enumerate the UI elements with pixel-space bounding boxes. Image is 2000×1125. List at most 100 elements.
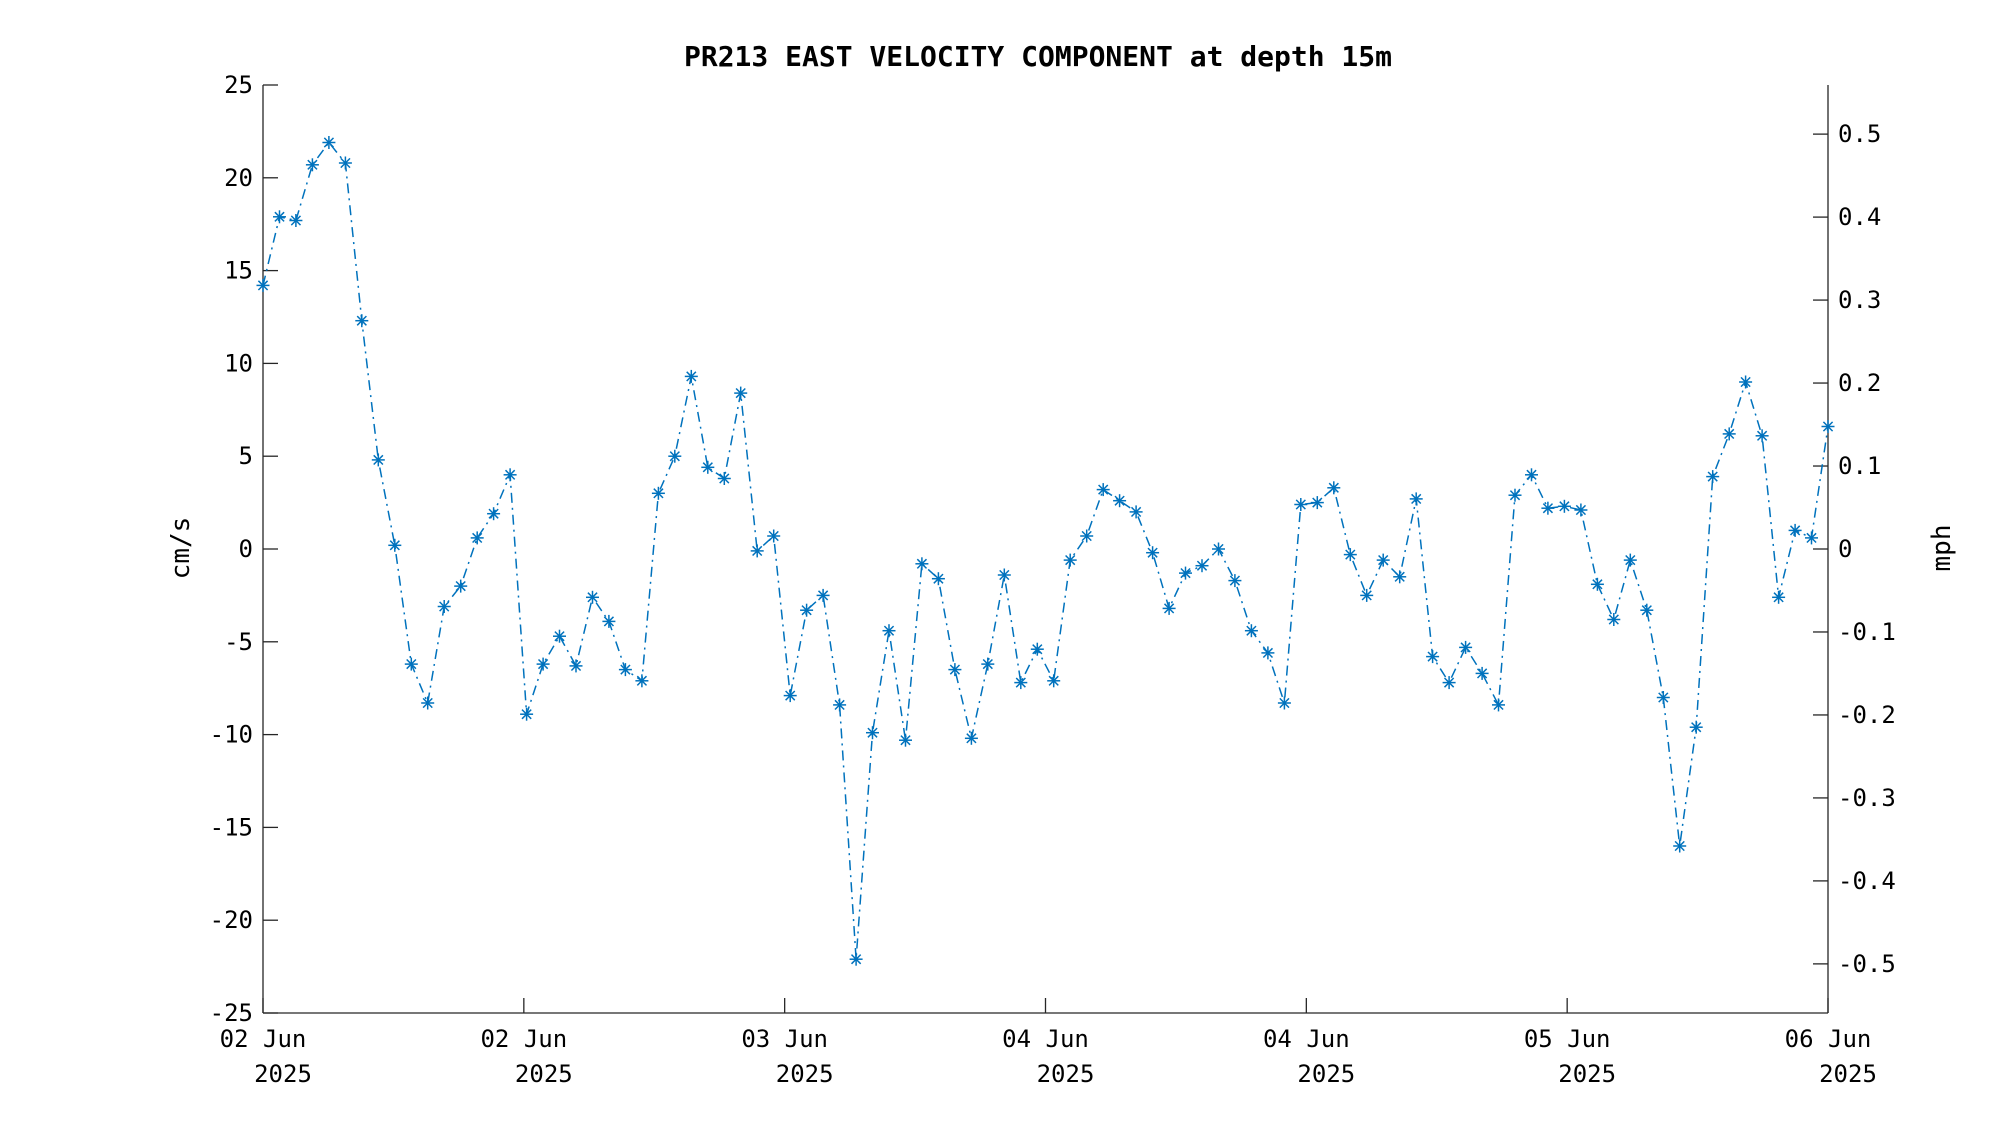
data-point: [1788, 523, 1802, 537]
data-point: [767, 529, 781, 543]
data-point: [1739, 375, 1753, 389]
data-point: [1129, 505, 1143, 519]
data-point: [1179, 566, 1192, 580]
data-point: [602, 614, 616, 628]
data-point: [1722, 427, 1736, 441]
x-tick-label-date: 04 Jun: [1002, 1025, 1089, 1053]
data-point: [273, 210, 286, 224]
x-tick-label-date: 02 Jun: [480, 1025, 567, 1053]
data-point: [866, 726, 879, 740]
x-tick-label-year: 2025: [1037, 1060, 1095, 1088]
y-tick-label: 0: [239, 535, 253, 563]
chart-title: PR213 EAST VELOCITY COMPONENT at depth 1…: [684, 40, 1392, 73]
data-point: [1162, 601, 1176, 615]
data-point: [454, 579, 468, 593]
x-tick-label-date: 06 Jun: [1785, 1025, 1872, 1053]
data-point: [1409, 492, 1423, 506]
data-point: [1261, 646, 1275, 660]
data-point: [651, 486, 665, 500]
data-point: [1228, 574, 1242, 588]
data-point: [800, 603, 814, 617]
y2-tick-label: 0: [1838, 535, 1852, 563]
data-point: [1294, 498, 1308, 511]
y-tick-label: -25: [210, 999, 253, 1027]
data-point: [816, 588, 830, 602]
data-point: [1113, 494, 1127, 508]
data-point: [520, 707, 534, 721]
data-point: [437, 600, 451, 613]
y-tick-label: -10: [210, 721, 253, 749]
data-point: [1607, 613, 1621, 626]
data-point: [915, 557, 929, 571]
y-tick-label: -5: [224, 628, 253, 656]
x-tick-label-year: 2025: [254, 1060, 312, 1088]
x-tick-label-year: 2025: [1297, 1060, 1355, 1088]
data-point: [1508, 488, 1522, 502]
data-point: [1656, 691, 1670, 704]
y-tick-label: 25: [224, 71, 253, 99]
y-tick-label: 10: [224, 349, 253, 377]
data-point: [618, 663, 632, 677]
data-point: [882, 624, 896, 638]
data-point: [305, 158, 319, 172]
x-tick-label-date: 04 Jun: [1263, 1025, 1350, 1053]
data-point: [1492, 698, 1505, 712]
y2-tick-label: 0.4: [1838, 203, 1881, 231]
data-point: [338, 156, 352, 170]
x-tick-label-year: 2025: [776, 1060, 834, 1088]
y2-tick-label: 0.1: [1838, 452, 1881, 480]
data-point: [833, 698, 847, 712]
data-point: [1327, 481, 1341, 495]
data-point: [355, 314, 369, 328]
data-point: [1673, 839, 1687, 853]
y2-tick-label: 0.3: [1838, 286, 1881, 314]
data-point: [1755, 429, 1769, 443]
data-point: [1047, 674, 1061, 688]
data-point: [553, 629, 566, 643]
data-point: [783, 689, 797, 703]
data-point: [1376, 553, 1390, 567]
data-point: [1442, 676, 1456, 690]
data-point: [470, 531, 484, 545]
data-point: [899, 733, 912, 747]
data-point: [289, 214, 303, 227]
y2-tick-label: -0.4: [1838, 867, 1896, 895]
data-point: [1014, 676, 1028, 690]
data-point: [1557, 499, 1571, 513]
y2-tick-label: 0.5: [1838, 120, 1881, 148]
y2-axis-label: mph: [1927, 525, 1957, 572]
data-point: [1195, 559, 1209, 573]
series-line: [262, 141, 1829, 960]
data-point: [750, 544, 764, 558]
data-point: [1080, 529, 1094, 543]
data-point: [1640, 603, 1654, 617]
data-point: [1772, 590, 1786, 604]
data-point: [1574, 503, 1588, 517]
axes: [262, 85, 1829, 1014]
x-tick-label-year: 2025: [1819, 1060, 1877, 1088]
data-point: [931, 572, 945, 586]
data-point: [404, 657, 418, 671]
x-tick-label-date: 03 Jun: [741, 1025, 828, 1053]
y-tick-label: -15: [210, 813, 253, 841]
data-point: [964, 731, 978, 745]
data-point: [1212, 542, 1225, 556]
y-tick-label: 15: [224, 257, 253, 285]
data-point: [1590, 577, 1604, 591]
data-point: [503, 468, 517, 482]
data-point: [1277, 696, 1291, 710]
y2-tick-label: -0.3: [1838, 784, 1896, 812]
y-tick-label: -20: [210, 906, 253, 934]
data-point: [1146, 546, 1160, 560]
series-group: [256, 136, 1835, 966]
x-tick-label-date: 05 Jun: [1524, 1025, 1611, 1053]
data-point: [948, 663, 962, 677]
data-point: [734, 386, 748, 400]
data-point: [1096, 483, 1110, 497]
data-point: [1343, 548, 1357, 562]
data-point: [1706, 470, 1720, 484]
data-point: [997, 568, 1011, 582]
data-point: [1030, 642, 1044, 656]
data-point: [1244, 624, 1258, 638]
y2-tick-label: -0.1: [1838, 618, 1896, 646]
